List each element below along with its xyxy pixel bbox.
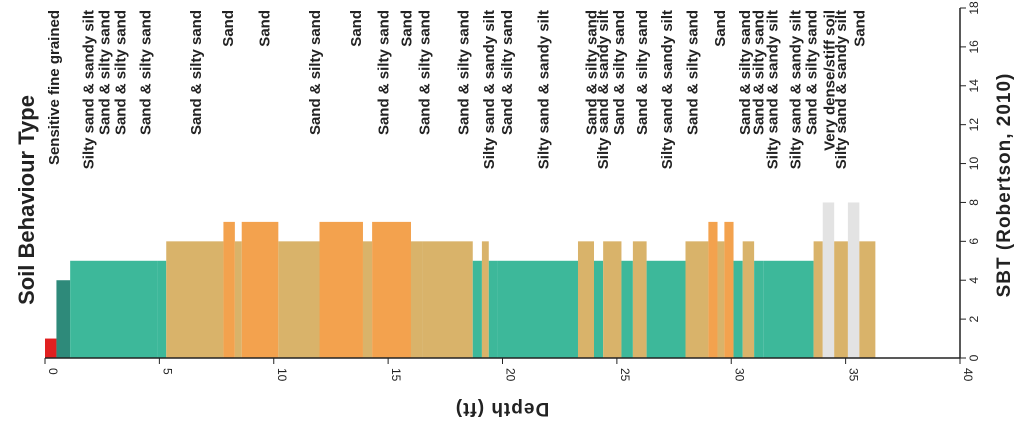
soil-type-label: Sand (398, 10, 415, 47)
depth-tick-label: 25 (618, 368, 632, 382)
sbt-tick-label: 6 (967, 238, 981, 245)
sbt-bar (411, 241, 423, 358)
soil-type-label: Sand & silty sand (584, 10, 601, 135)
chart-title: Soil Behaviour Type (14, 95, 39, 305)
sbt-bar (594, 260, 604, 358)
sbt-tick-label: 8 (967, 199, 981, 206)
sbt-bar (56, 280, 71, 358)
sbt-bar (166, 241, 224, 358)
sbt-bar (763, 260, 814, 358)
sbt-bar (708, 221, 718, 358)
sbt-tick-label: 4 (967, 277, 981, 284)
depth-tick-label: 15 (389, 368, 403, 382)
sbt-bar (422, 241, 473, 358)
sbt-tick-label: 14 (967, 79, 981, 93)
soil-type-label: Sand (257, 10, 274, 47)
sbt-bar (813, 241, 823, 358)
soil-type-label: Sand (712, 10, 729, 47)
soil-type-label: Silty sand & sandy silt (833, 10, 850, 169)
sbt-bar (577, 241, 594, 358)
sbt-ticks: 0 2 4 6 8 10 12 14 16 18 (960, 1, 981, 361)
sbt-bar (646, 260, 686, 358)
soil-type-label: Silty sand & sandy silt (536, 10, 553, 169)
depth-tick-label: 30 (732, 368, 746, 382)
sbt-bar (685, 241, 709, 358)
sbt-bar (157, 260, 167, 358)
sbt-tick-label: 10 (967, 157, 981, 171)
sbt-bar (742, 241, 755, 358)
soil-type-label: Sand & silty sand (634, 10, 651, 135)
soil-type-labels: Sensitive fine grained Silty sand & sandy… (46, 10, 868, 169)
sbt-bar (621, 260, 633, 358)
sbt-bar (70, 260, 158, 358)
sbt-bar (603, 241, 622, 358)
sbt-bar (234, 241, 242, 358)
soil-type-label: Sand (851, 10, 868, 47)
sbt-tick-label: 0 (967, 354, 981, 361)
sbt-bar (847, 202, 860, 358)
sbt-bar (488, 260, 498, 358)
sbt-bar (472, 260, 482, 358)
soil-type-label: Sand & silty sand (803, 10, 820, 135)
soil-type-label: Sand (220, 10, 237, 47)
sbt-bar (319, 221, 363, 358)
sbt-bar (45, 338, 57, 358)
sbt-bar (822, 202, 835, 358)
sbt-bar (834, 241, 848, 358)
sbt-bar (362, 241, 373, 358)
soil-type-label: Sand & silty sand (456, 10, 473, 135)
sbt-tick-label: 16 (967, 40, 981, 54)
sbt-bar (241, 221, 279, 358)
soil-type-label: Sand & silty sand (737, 10, 754, 135)
sbt-bar (754, 260, 764, 358)
depth-tick-label: 10 (275, 368, 289, 382)
x-axis-title: Depth (ft) (455, 398, 549, 419)
sbt-tick-label: 12 (967, 118, 981, 132)
soil-type-label: Silty sand & sandy silt (481, 10, 498, 169)
soil-type-label: Sand & silty sand (112, 10, 129, 135)
depth-tick-label: 5 (160, 368, 174, 375)
soil-type-label: Sand & silty sand (188, 10, 205, 135)
soil-type-label: Very dense/stiff soil (822, 10, 839, 151)
depth-tick-label: 0 (46, 368, 60, 375)
soil-type-label: Sand & silty sand (499, 10, 516, 135)
sbt-bar (717, 241, 725, 358)
sbt-bar (223, 221, 235, 358)
depth-ticks: 0 5 10 15 20 25 30 35 40 (44, 358, 975, 382)
sbt-bar (497, 260, 578, 358)
soil-type-label: Sand & silty sand (417, 10, 434, 135)
soil-type-label: Sand & silty sand (138, 10, 155, 135)
depth-tick-label: 35 (847, 368, 861, 382)
soil-type-label: Sand & silty sand (611, 10, 628, 135)
soil-type-label: Sand & silty sand (96, 10, 113, 135)
sbt-bar (733, 260, 743, 358)
sbt-bar (859, 241, 876, 358)
sbt-bar (481, 241, 489, 358)
soil-type-label: Silty sand & sandy silt (787, 10, 804, 169)
sbt-bar (278, 241, 320, 358)
sbt-bar (724, 221, 734, 358)
soil-type-label: Sand & silty sand (751, 10, 768, 135)
soil-type-label: Sensitive fine grained (46, 10, 63, 165)
soil-type-label: Sand & silty sand (684, 10, 701, 135)
soil-type-label: Silty sand & sandy silt (80, 10, 97, 169)
sbt-bar (632, 241, 647, 358)
soil-type-label: Sand & silty sand (376, 10, 393, 135)
sbt-tick-label: 2 (967, 315, 981, 322)
sbt-bars (45, 202, 876, 358)
soil-type-label: Sand (348, 10, 365, 47)
sbt-bar (372, 221, 411, 358)
soil-type-label: Silty sand & sandy silt (764, 10, 781, 169)
soil-type-label: Silty sand & sandy silt (659, 10, 676, 169)
depth-tick-label: 20 (504, 368, 518, 382)
sbt-tick-label: 18 (967, 1, 981, 15)
depth-tick-label: 40 (961, 368, 975, 382)
y-axis-title: SBT (Robertson, 2010) (994, 73, 1015, 298)
soil-type-label: Silty sand & sandy silt (595, 10, 612, 169)
soil-type-label: Sand & silty sand (307, 10, 324, 135)
